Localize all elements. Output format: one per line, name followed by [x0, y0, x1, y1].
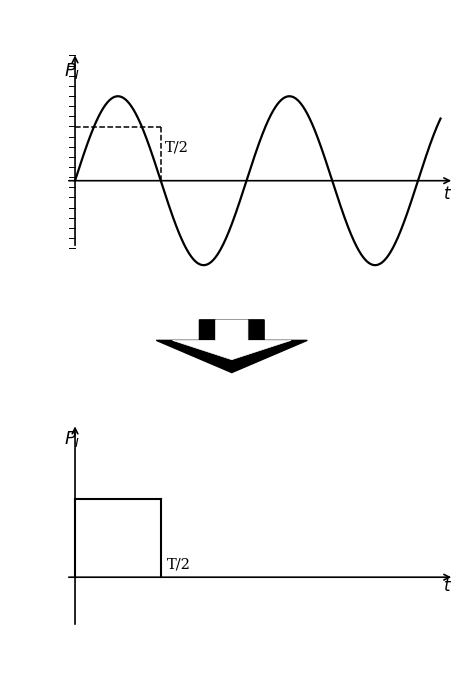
Text: T/2: T/2	[167, 557, 191, 572]
Text: $P_I$: $P_I$	[64, 429, 80, 449]
Polygon shape	[173, 320, 291, 360]
Text: T/2: T/2	[165, 140, 188, 154]
Text: $P_I$: $P_I$	[64, 61, 80, 81]
Text: $t$: $t$	[443, 186, 452, 203]
Polygon shape	[156, 320, 307, 373]
Text: $t$: $t$	[443, 579, 452, 595]
